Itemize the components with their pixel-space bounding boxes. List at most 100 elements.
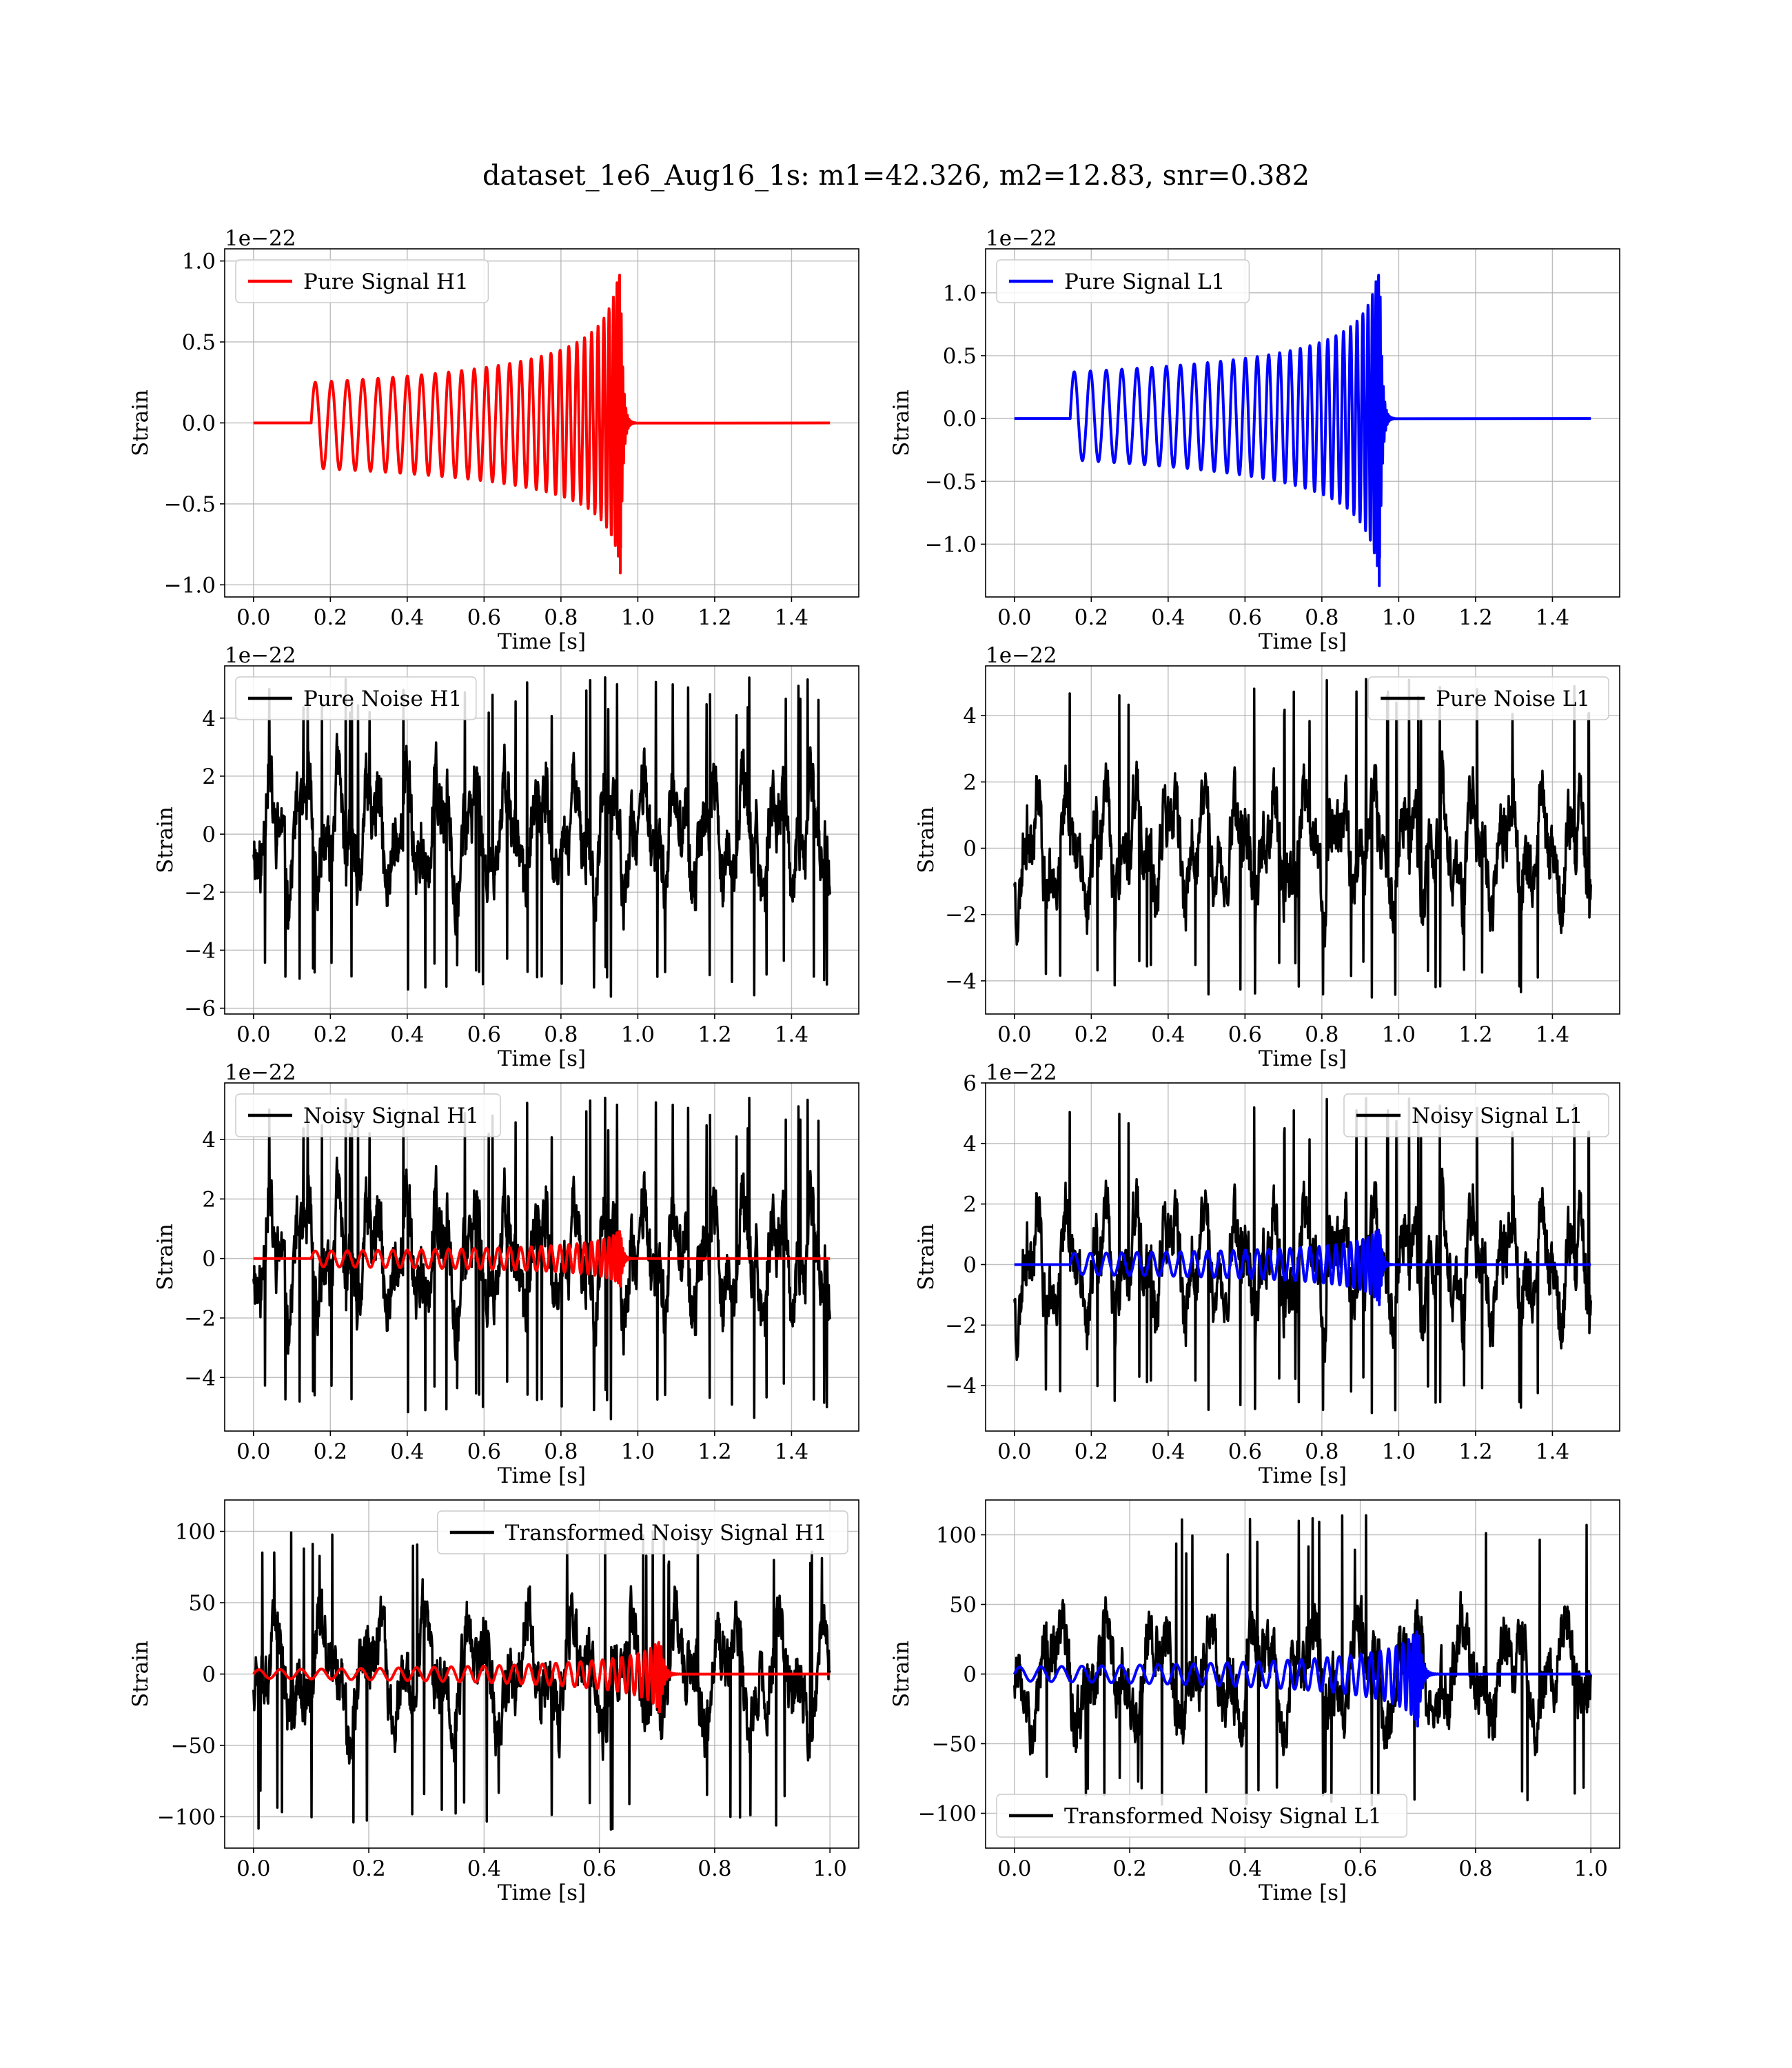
y-axis-label: Strain xyxy=(889,389,914,456)
ticks: 0.0 0.2 0.4 0.6 0.8 1.0 1.2 1.4 −4 −2 0 2 4 6 xyxy=(945,1071,1569,1464)
y-axis-label: Strain xyxy=(153,807,178,873)
x-tick-label: 0.2 xyxy=(1075,605,1108,630)
axes-frame xyxy=(985,665,1620,1015)
x-tick-label: 0.2 xyxy=(1112,1856,1146,1881)
legend-label: Pure Noise H1 xyxy=(303,687,462,711)
x-tick-label: 1.4 xyxy=(775,605,808,630)
y-tick-label: 4 xyxy=(202,707,216,731)
y-tick-label: −4 xyxy=(945,969,977,994)
x-tick-label: 1.0 xyxy=(621,605,655,630)
y-axis-label: Strain xyxy=(128,389,153,456)
y-tick-label: 1.0 xyxy=(943,281,977,306)
x-tick-label: 1.2 xyxy=(1458,1439,1492,1464)
y-tick-label: 2 xyxy=(202,764,216,789)
x-tick-label: 0.4 xyxy=(1151,605,1185,630)
x-tick-label: 1.0 xyxy=(1382,605,1416,630)
axes-frame xyxy=(224,1082,859,1432)
series-line-pure-signal-l1 xyxy=(1014,274,1591,587)
legend-label: Pure Noise L1 xyxy=(1436,687,1590,711)
series-line-pure-noise-l1 xyxy=(1013,678,1592,999)
series-group xyxy=(252,676,831,998)
x-tick-label: 1.0 xyxy=(1382,1022,1416,1047)
series-line-pure-noise-h1 xyxy=(252,676,831,998)
y-tick-label: 2 xyxy=(963,770,977,795)
series-line-chirp-1 xyxy=(253,1230,831,1288)
series-line-transformed-noisy-signal-l1 xyxy=(1013,1514,1592,1807)
legend: Noisy Signal H1 xyxy=(235,1093,501,1137)
legend-label: Transformed Noisy Signal L1 xyxy=(1064,1804,1382,1829)
x-tick-label: 0.8 xyxy=(1305,1439,1338,1464)
x-tick-label: 0.4 xyxy=(390,1439,424,1464)
x-tick-label: 1.4 xyxy=(775,1439,808,1464)
y-tick-label: −1.0 xyxy=(164,573,216,598)
x-axis-label: Time [s] xyxy=(1259,1881,1347,1905)
y-axis-label: Strain xyxy=(153,1224,178,1290)
y-tick-label: −100 xyxy=(157,1805,216,1829)
y-tick-label: 0 xyxy=(963,837,977,862)
y-tick-label: 2 xyxy=(202,1187,216,1212)
y-tick-label: 6 xyxy=(963,1071,977,1096)
y-tick-label: 2 xyxy=(963,1193,977,1217)
y-tick-label: 4 xyxy=(963,704,977,729)
ticks: 0.0 0.2 0.4 0.6 0.8 1.0 1.2 1.4 −4 −2 0 2 4 xyxy=(945,704,1569,1047)
x-tick-label: 1.4 xyxy=(1536,1439,1569,1464)
y-tick-label: 1.0 xyxy=(182,250,216,274)
legend-label: Pure Signal H1 xyxy=(303,270,469,294)
y-axis-label: Strain xyxy=(914,1224,939,1290)
x-tick-label: 1.4 xyxy=(775,1022,808,1047)
y-tick-label: −50 xyxy=(171,1734,216,1758)
legend: Noisy Signal L1 xyxy=(1343,1093,1609,1137)
x-tick-label: 0.6 xyxy=(1228,605,1262,630)
x-axis-label: Time [s] xyxy=(498,1046,586,1071)
y-tick-label: −4 xyxy=(945,1374,977,1399)
axes-frame xyxy=(985,1082,1620,1432)
series-line-noisy-signal-l1 xyxy=(1013,1097,1592,1415)
x-tick-label: 0.8 xyxy=(544,1439,578,1464)
x-tick-label: 0.8 xyxy=(698,1856,731,1881)
legend-label: Pure Signal L1 xyxy=(1064,270,1225,294)
y-tick-label: −100 xyxy=(918,1802,977,1827)
y-tick-label: 0 xyxy=(963,1253,977,1277)
x-tick-label: 0.8 xyxy=(544,605,578,630)
series-line-noisy-signal-h1 xyxy=(252,1096,831,1421)
series-group xyxy=(253,274,831,575)
y-axis-label: Strain xyxy=(914,807,939,873)
y-tick-label: 0.0 xyxy=(943,407,977,432)
series-line-chirp-1 xyxy=(1012,1630,1591,1727)
y-tick-label: −4 xyxy=(184,938,216,963)
series-line-pure-signal-h1 xyxy=(253,274,831,575)
x-tick-label: 0.2 xyxy=(314,605,347,630)
x-tick-label: 0.6 xyxy=(467,1022,501,1047)
legend-label: Noisy Signal L1 xyxy=(1412,1104,1583,1128)
y-tick-label: −1.0 xyxy=(925,532,977,557)
x-axis-label: Time [s] xyxy=(1259,1046,1347,1071)
x-tick-label: 0.4 xyxy=(390,605,424,630)
legend: Pure Signal L1 xyxy=(996,259,1250,303)
legend-box xyxy=(1367,676,1609,720)
series-line-chirp-1 xyxy=(252,1641,831,1714)
y-tick-label: −2 xyxy=(184,1306,216,1331)
x-axis-label: Time [s] xyxy=(498,1463,586,1488)
legend: Transformed Noisy Signal L1 xyxy=(996,1794,1407,1838)
ticks: 0.0 0.2 0.4 0.6 0.8 1.0 −100 −50 0 50 100 xyxy=(157,1520,847,1881)
x-tick-label: 0.2 xyxy=(352,1856,385,1881)
y-tick-label: 4 xyxy=(963,1132,977,1157)
subplot-transformed-noisy-signal-h1: 0.0 0.2 0.4 0.6 0.8 1.0 −100 −50 0 50 100 Time [s] S… xyxy=(128,1499,859,1905)
x-tick-label: 0.6 xyxy=(1228,1439,1262,1464)
ticks: 0.0 0.2 0.4 0.6 0.8 1.0 1.2 1.4 −1.0 −0.5 0.0 0.5 1.… xyxy=(925,281,1569,630)
x-tick-label: 1.2 xyxy=(698,1022,731,1047)
y-axis-label: Strain xyxy=(889,1641,914,1707)
y-tick-label: 100 xyxy=(175,1520,216,1545)
subplot-pure-noise-l1: 0.0 0.2 0.4 0.6 0.8 1.0 1.2 1.4 −4 −2 0 2 4 Time [s] S… xyxy=(914,643,1620,1071)
legend-box xyxy=(235,676,477,720)
x-axis-label: Time [s] xyxy=(1259,1463,1347,1488)
x-tick-label: 0.0 xyxy=(997,605,1031,630)
legend-box xyxy=(996,259,1250,303)
x-tick-label: 1.0 xyxy=(1574,1856,1608,1881)
x-tick-label: 1.0 xyxy=(621,1022,655,1047)
x-axis-label: Time [s] xyxy=(498,1881,586,1905)
y-tick-label: −2 xyxy=(945,1313,977,1338)
subplot-pure-noise-h1: 0.0 0.2 0.4 0.6 0.8 1.0 1.2 1.4 −6 −4 −2 0 2 4 Time [s… xyxy=(153,643,859,1071)
y-tick-label: −6 xyxy=(184,997,216,1022)
